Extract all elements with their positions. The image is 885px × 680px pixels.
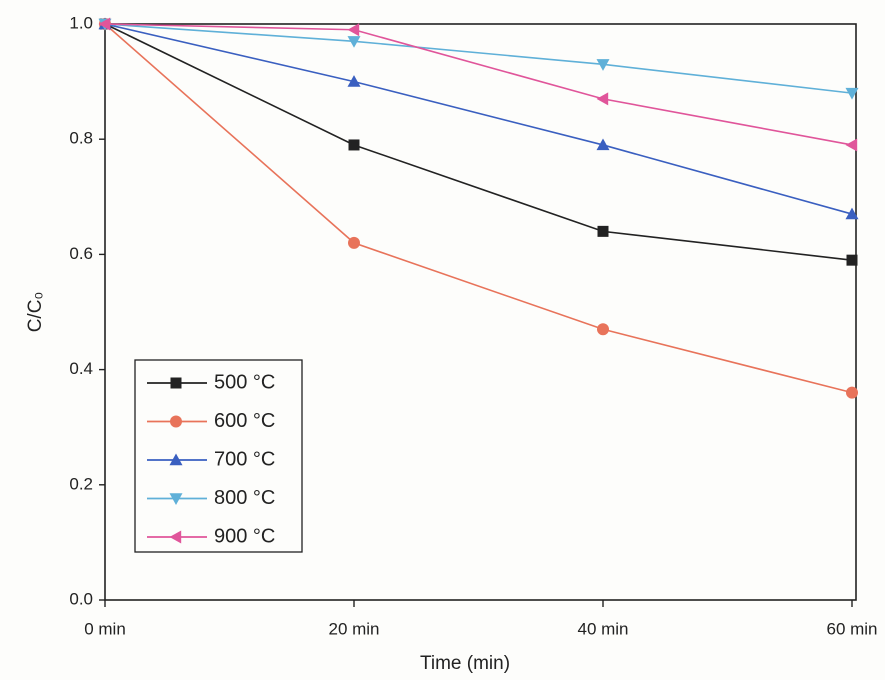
marker — [347, 36, 361, 48]
marker — [347, 23, 360, 37]
y-tick-label: 0.2 — [69, 474, 93, 493]
y-axis-label: C/C₀ — [25, 292, 46, 333]
x-axis-label: Time (min) — [420, 653, 510, 674]
series-line — [104, 23, 853, 94]
series-line — [104, 23, 853, 394]
marker — [98, 17, 111, 31]
marker — [348, 139, 360, 151]
y-tick-label: 0.4 — [69, 359, 93, 378]
marker — [845, 207, 859, 220]
marker — [597, 323, 609, 336]
x-tick-label: 20 min — [328, 619, 379, 638]
marker — [845, 138, 858, 152]
marker — [170, 415, 182, 428]
marker — [846, 254, 858, 266]
marker — [170, 377, 182, 389]
marker — [596, 59, 610, 71]
x-tick-label: 60 min — [826, 619, 877, 638]
series-line — [104, 23, 853, 146]
legend-label: 500 °C — [214, 371, 275, 393]
marker — [597, 225, 609, 237]
y-tick-label: 0.6 — [69, 244, 93, 263]
legend-label: 700 °C — [214, 448, 275, 470]
y-tick-label: 1.0 — [69, 13, 93, 32]
legend-label: 900 °C — [214, 525, 275, 547]
legend-label: 600 °C — [214, 410, 275, 432]
marker — [596, 92, 609, 106]
legend-label: 800 °C — [214, 487, 275, 509]
legend-box — [134, 359, 303, 553]
marker — [347, 75, 361, 87]
marker — [845, 87, 859, 100]
marker — [169, 453, 183, 466]
marker — [169, 530, 182, 544]
y-tick-label: 0.8 — [69, 129, 93, 148]
series-line — [104, 23, 853, 261]
marker — [348, 236, 360, 249]
series-line — [104, 23, 853, 215]
marker — [596, 138, 610, 151]
y-tick-label: 0.0 — [69, 589, 93, 608]
marker — [846, 386, 858, 399]
x-tick-label: 40 min — [577, 619, 628, 638]
plot-frame — [104, 23, 857, 601]
marker — [169, 493, 183, 505]
x-tick-label: 0 min — [84, 619, 126, 638]
